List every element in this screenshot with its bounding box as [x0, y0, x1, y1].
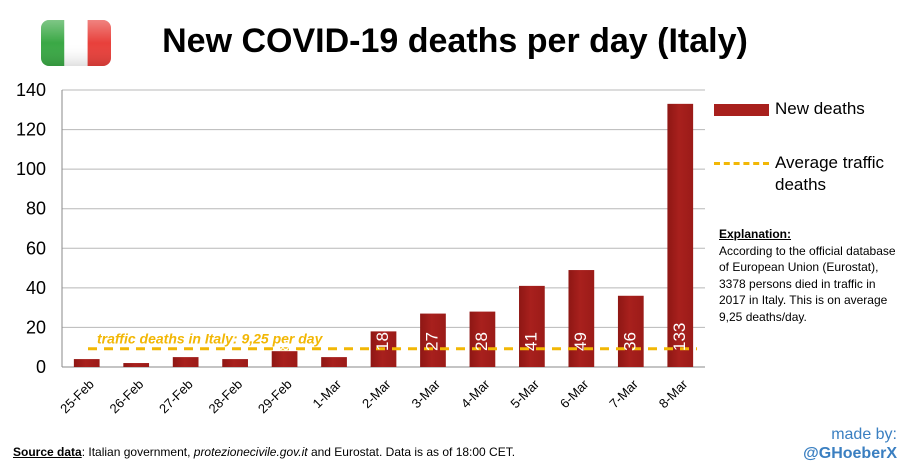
explanation-text: According to the official database of Eu…	[719, 243, 896, 324]
italy-flag-icon	[41, 20, 111, 66]
legend-label-new-deaths: New deaths	[775, 99, 865, 118]
bar	[519, 285, 545, 367]
bar	[222, 359, 248, 367]
x-tick-label: 29-Feb	[255, 377, 295, 417]
y-tick-label: 140	[16, 80, 46, 100]
x-tick-label: 5-Mar	[507, 376, 542, 411]
bar-data-label: 49	[571, 332, 590, 351]
bar	[73, 359, 100, 367]
legend-label-traffic: Average traffic deaths	[775, 153, 884, 194]
x-tick-label: 28-Feb	[205, 377, 245, 417]
bar	[271, 351, 298, 367]
bar-data-label: 18	[373, 332, 392, 351]
bar-data-label: 36	[620, 332, 639, 351]
source-text-before: : Italian government,	[81, 445, 194, 459]
bar	[617, 295, 644, 367]
x-tick-label: 7-Mar	[606, 376, 641, 411]
credit: made by: @GHoeberX	[803, 425, 897, 463]
source-label: Source data	[13, 445, 82, 459]
bar-data-label: 28	[472, 332, 491, 351]
legend-item-traffic: Average traffic deaths	[714, 148, 904, 194]
axes	[61, 90, 705, 368]
y-tick-label: 120	[16, 120, 46, 140]
bar	[469, 311, 496, 367]
reference-line-label: traffic deaths in Italy: 9,25 per day	[97, 331, 324, 347]
data-labels: 8 18 27 28 41 49 36 133	[274, 323, 689, 351]
source-site: protezionecivile.gov.it	[193, 445, 308, 459]
y-tick-label: 20	[26, 317, 46, 337]
x-tick-label: 3-Mar	[408, 376, 443, 411]
bar	[123, 363, 150, 367]
bar	[420, 313, 446, 367]
x-tick-label: 2-Mar	[359, 376, 394, 411]
y-tick-label: 80	[26, 199, 46, 219]
x-tick-label: 4-Mar	[458, 376, 493, 411]
bar-data-label: 41	[521, 332, 540, 351]
y-tick-label: 100	[16, 159, 46, 179]
y-tick-label: 60	[26, 238, 46, 258]
bar	[568, 270, 595, 367]
bar	[667, 103, 694, 367]
reference-line-group: traffic deaths in Italy: 9,25 per day	[88, 331, 697, 351]
source-text-after: and Eurostat. Data is as of 18:00 CET.	[307, 445, 516, 459]
bar	[321, 357, 347, 367]
source-note: Source data: Italian government, protezi…	[13, 445, 515, 459]
explanation-heading: Explanation:	[719, 227, 792, 241]
y-tick-label: 0	[36, 357, 46, 377]
credit-handle: @GHoeberX	[803, 445, 897, 462]
bar	[172, 357, 199, 367]
explanation-box: Explanation: According to the official d…	[719, 226, 904, 325]
chart-title: New COVID-19 deaths per day (Italy)	[162, 22, 748, 60]
x-tick-label: 27-Feb	[156, 377, 196, 417]
legend: New deaths Average traffic deaths	[714, 94, 904, 194]
legend-item-new-deaths: New deaths	[714, 94, 904, 134]
x-tick-label: 25-Feb	[57, 377, 97, 417]
bar-data-label: 8	[274, 342, 293, 351]
legend-swatch-dash	[714, 162, 769, 165]
x-tick-label: 6-Mar	[557, 376, 592, 411]
x-tick-label: 8-Mar	[656, 376, 691, 411]
y-tick-label: 40	[26, 278, 46, 298]
x-tick-label: 26-Feb	[107, 377, 147, 417]
credit-label: made by:	[831, 426, 897, 443]
bar-data-label: 133	[670, 323, 689, 351]
bar-data-label: 27	[422, 332, 441, 351]
x-tick-label: 1-Mar	[310, 376, 345, 411]
bars	[73, 103, 694, 367]
gridlines	[62, 89, 705, 328]
legend-swatch-bar	[714, 104, 769, 116]
